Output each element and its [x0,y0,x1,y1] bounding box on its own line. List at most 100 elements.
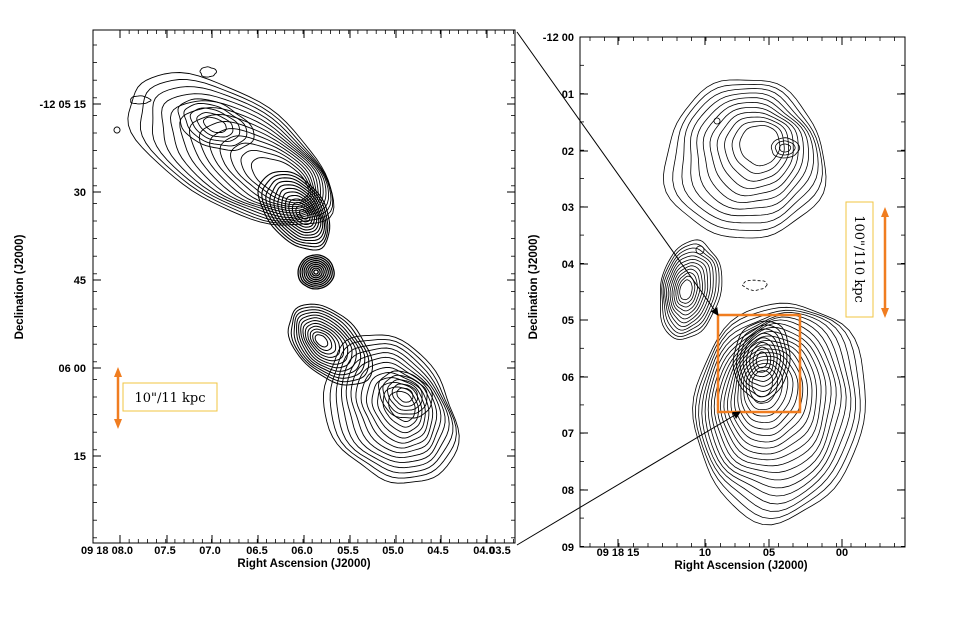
se-lobe-contour [350,356,442,459]
se-lobe-contour [382,386,419,428]
connector-line-bottom [516,411,741,546]
se-lobe-hotspot-contour [387,379,423,411]
south-lobe-core-contour [745,337,778,382]
se-lobe-contour [360,367,434,449]
south-lobe-core-contour [739,328,785,392]
south-lobe-contour [710,319,837,481]
north-jet-contour [277,187,322,236]
right-x-tick-label: 00 [836,547,848,559]
north-jet-contour [295,205,311,223]
north-lobe-contour [672,83,823,232]
se-lobe-hotspot-contour [391,383,418,407]
left-x-tick-label: 07.0 [199,545,220,557]
se-lobe-contour [335,343,454,474]
south-lobe-core-contour [736,324,788,398]
stray-contour [695,245,705,255]
south-jet-contour [314,334,329,348]
north-lobe-contour [702,101,804,204]
nw-lobe-contour [170,100,327,218]
core-contour [305,261,327,283]
north-lobe-contour [696,97,810,210]
bridge-contour [675,272,698,308]
right-y-tick-label: 03 [562,202,574,214]
north-jet-contour [281,191,320,234]
left-scale-box [122,382,218,412]
core-contour [313,269,319,275]
right-y-tick-label: 06 [562,372,574,384]
nw-lobe-contour [219,135,315,208]
se-lobe-contour [355,361,438,454]
north-jet-contour [273,184,324,239]
core-contour [307,263,325,281]
south-lobe-contour [695,306,861,520]
north-lobe-peak-contour [779,143,792,153]
south-lobe-contour [743,359,789,417]
north-lobe-contour [690,92,814,217]
south-jet-contour [298,314,357,372]
right-y-tick-label: 09 [562,542,574,554]
nw-lobe-hotspot-contour [177,98,255,151]
south-lobe-core-contour [752,346,772,373]
south-lobe-contour [748,366,778,404]
se-lobe-contour [341,347,450,469]
north-lobe-contour [731,120,785,174]
se-lobe-contour [371,377,426,439]
left-contours [113,66,460,484]
se-lobe-contour [322,334,460,484]
left-x-tick-label: 05.5 [337,545,358,557]
nw-lobe-hotspot-contour [189,107,241,142]
right-y-tick-label: 08 [562,485,574,497]
south-jet-contour [312,331,333,351]
south-lobe-contour [701,312,852,505]
bridge-contour [667,258,709,324]
north-lobe-contour [724,116,789,182]
connector-line-top [516,31,719,316]
stray-contour [199,66,217,78]
nw-lobe-contour [209,128,317,210]
south-lobe-contour [713,323,832,473]
left-x-tick-label: 05.0 [382,545,403,557]
north-jet-contour [257,170,331,251]
left-x-tick-label: 09 18 08.0 [81,545,133,557]
north-lobe-contour [709,107,799,197]
nw-lobe-contour [127,72,335,226]
nw-lobe-contour [161,93,330,220]
south-lobe-core-contour [742,332,781,387]
south-lobe-core-contour [755,351,769,369]
south-lobe-contour [720,331,822,461]
south-jet-contour [307,325,341,358]
south-lobe-contour [745,363,784,410]
north-jet-contour [269,180,326,242]
south-lobe-contour [707,316,842,489]
left-contour-panel: 09 18 08.0 07.5 07.0 06.5 06.0 05.5 05.0 04.5 04… [14,29,516,570]
nw-lobe-hotspot-contour [202,116,227,134]
left-x-tick-label: 06.0 [291,545,312,557]
nw-lobe-hotspot-contour [196,112,234,138]
left-y-tick-label: 45 [74,275,86,287]
nw-lobe-contour [188,114,321,214]
left-plot-frame [92,29,516,544]
bridge-contour [661,243,720,338]
se-lobe-contour [388,390,416,423]
south-jet-contour [309,328,337,355]
right-y-tick-label: 05 [562,315,574,327]
left-scale-label: 10"/11 kpc [134,391,205,406]
core-contour [299,256,333,288]
nw-lobe-contour [139,79,334,224]
se-lobe-hotspot-contour [396,387,414,403]
core-contour [309,265,323,279]
left-y-tick-labels: -12 05 15 30 45 06 00 15 [40,99,86,463]
left-x-axis-title: Right Ascension (J2000) [237,558,370,570]
north-jet-contour [298,209,309,220]
stray-contour [113,126,121,134]
left-x-tick-label: 07.5 [154,545,175,557]
bridge-contour [669,262,706,320]
left-axis-ticks [93,30,515,543]
north-jet-contour [261,174,329,248]
left-y-tick-label: 15 [74,451,86,463]
right-y-tick-label: -12 00 [543,32,574,44]
left-x-tick-label: 04.5 [427,545,448,557]
right-y-tick-label: 07 [562,428,574,440]
north-lobe-peak-contour [770,137,801,159]
bridge-contour [665,255,711,328]
